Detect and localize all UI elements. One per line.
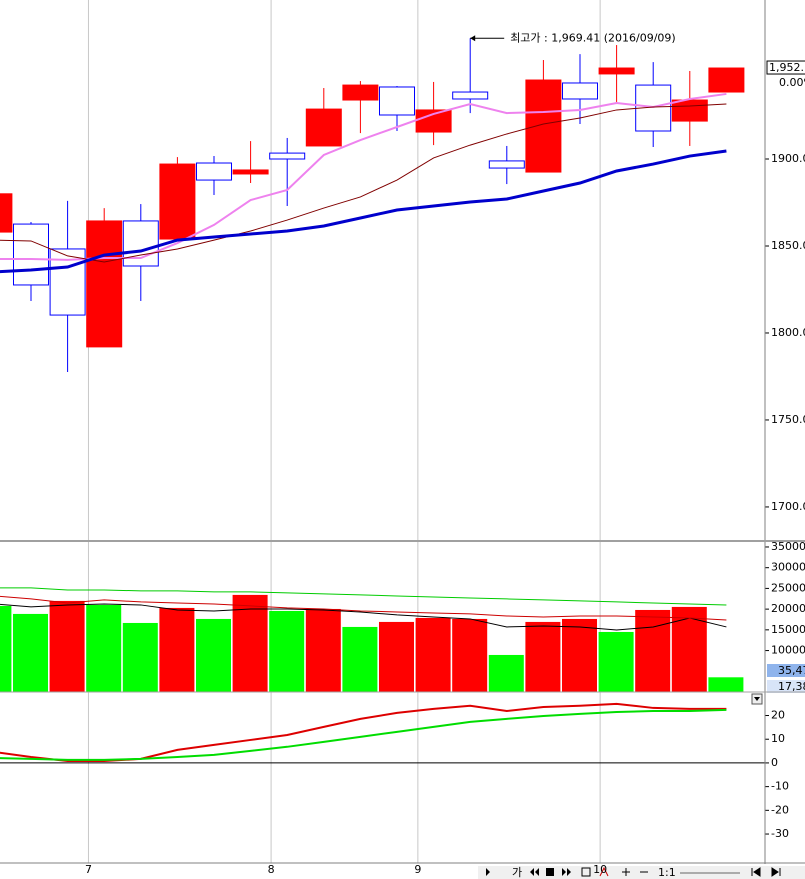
button-text[interactable]: 가 <box>512 866 522 879</box>
candle-body <box>708 67 745 93</box>
candle-body <box>598 67 635 75</box>
volume-bar <box>122 622 158 692</box>
x-tick-label: 9 <box>414 863 421 876</box>
x-tick-label: 8 <box>268 863 275 876</box>
candle-body <box>525 79 562 173</box>
candle-body <box>488 160 525 169</box>
y-tick-label: 1750.00 <box>771 413 805 426</box>
button-text[interactable]: 1:1 <box>658 866 676 879</box>
change-label: 0.00% <box>779 76 805 89</box>
candle-body <box>269 152 306 160</box>
y-tick-label: 1900.00 <box>771 152 805 165</box>
y-tick-label: 1850.00 <box>771 239 805 252</box>
value-box-label: 35,47 <box>778 664 805 677</box>
candle-body <box>13 223 49 286</box>
button-stop[interactable] <box>546 868 554 876</box>
volume-bar <box>232 594 268 692</box>
button-nav[interactable] <box>751 867 781 877</box>
volume-panel <box>0 587 744 692</box>
candle-body <box>86 220 123 348</box>
candle-body <box>122 220 159 267</box>
indicator-panel <box>0 702 765 764</box>
y-tick-label: 100000 <box>771 644 805 657</box>
line <box>0 103 727 263</box>
candle-body <box>562 82 598 100</box>
volume-bar <box>49 600 85 692</box>
y-tick-label: -30 <box>771 827 789 840</box>
price-label: 1,952. <box>769 61 804 74</box>
y-tick-label: 0 <box>771 756 778 769</box>
right-axis: 1700.00 1750.00 1800.00 1850.00 1900.00 1,952… <box>765 60 805 840</box>
button-chart[interactable] <box>599 866 609 877</box>
volume-bar <box>196 618 231 692</box>
y-tick-label: -10 <box>771 780 789 793</box>
line <box>0 587 727 606</box>
y-tick-label: 10 <box>771 732 785 745</box>
line <box>0 92 727 261</box>
candle-body <box>0 193 13 233</box>
y-tick-label: 300000 <box>771 561 805 574</box>
candle-body <box>379 86 415 116</box>
value-box <box>767 664 805 677</box>
volume-bar <box>86 604 122 692</box>
volume-bar <box>488 654 524 692</box>
y-tick-label: 350000 <box>771 540 805 553</box>
volume-bar <box>0 605 12 692</box>
x-tick-label: 10 <box>593 863 607 876</box>
grid <box>87 0 601 863</box>
volume-bar <box>635 609 671 692</box>
price-panel: 최고가 : 1,969.41 (2016/09/09) <box>0 31 745 372</box>
candle-body <box>305 108 342 147</box>
candle-body <box>671 99 708 122</box>
volume-bar <box>269 610 305 692</box>
button-play[interactable] <box>486 868 490 876</box>
line <box>0 595 727 621</box>
y-tick-label: 1700.00 <box>771 500 805 513</box>
y-tick-label: 200000 <box>771 602 805 615</box>
value-box-label: 17,38 <box>778 680 805 693</box>
volume-bar <box>159 607 195 692</box>
volume-bar <box>708 677 744 692</box>
y-tick-label: -20 <box>771 803 789 816</box>
volume-bar <box>342 626 378 692</box>
price-box <box>766 60 805 75</box>
candle-body <box>232 169 269 175</box>
volume-bar <box>562 618 597 692</box>
candle-body <box>452 91 489 100</box>
toolbar: 가 1:1 <box>478 866 805 879</box>
volume-bar <box>305 608 341 692</box>
line <box>0 149 727 274</box>
x-tick-label: 7 <box>85 863 92 876</box>
button-forward[interactable] <box>562 868 571 876</box>
y-tick-label: 150000 <box>771 623 805 636</box>
annotation-arrowhead <box>470 35 476 42</box>
annotation: 최고가 : 1,969.41 (2016/09/09) <box>510 31 676 44</box>
value-box <box>767 680 805 693</box>
y-tick-label: 250000 <box>771 581 805 594</box>
button-box[interactable] <box>581 867 591 877</box>
line <box>0 708 727 761</box>
candle-body <box>159 163 196 240</box>
y-tick-label: 20 <box>771 709 785 722</box>
candle-body <box>342 84 379 101</box>
volume-bar <box>379 621 414 692</box>
volume-bar <box>13 613 48 692</box>
button-zoom-in[interactable] <box>622 868 630 876</box>
volume-bar <box>452 618 488 692</box>
panel-button[interactable] <box>751 693 763 705</box>
volume-bar <box>598 631 634 692</box>
button-rewind[interactable] <box>530 868 539 876</box>
volume-bar <box>671 606 707 692</box>
line <box>0 603 727 631</box>
volume-bar <box>525 621 561 692</box>
candle-body <box>196 162 232 181</box>
volume-bar <box>415 617 451 692</box>
y-tick-label: 1800.00 <box>771 326 805 339</box>
